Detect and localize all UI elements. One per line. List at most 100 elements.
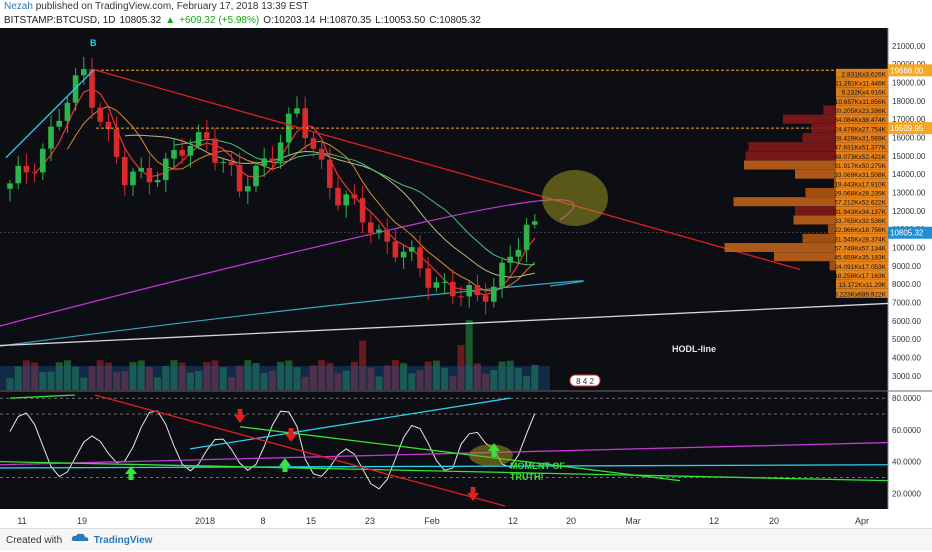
price-tick-label: 12000.00 <box>892 207 926 216</box>
symbol-line: BITSTAMP:BTCUSD, 1D 10805.32 ▲ +609.32 (+5.… <box>0 14 932 28</box>
osc-green-line-1 <box>0 460 889 482</box>
price-tick-label: 5000.00 <box>892 335 921 344</box>
candle-body <box>220 161 226 163</box>
candle-body <box>253 165 259 187</box>
candle-body <box>97 107 103 122</box>
volume-bar <box>506 360 514 390</box>
price-change: +609.32 (+5.98%) <box>179 15 260 26</box>
price-tick-label: 14000.00 <box>892 170 926 179</box>
publisher-line: Nezah published on TradingView.com, Febr… <box>0 0 932 14</box>
osc-green-line-2 <box>239 426 681 482</box>
current-price-label: 10805.32 <box>890 229 924 238</box>
volume-bar <box>236 365 244 390</box>
high-value: H:10870.35 <box>319 15 372 26</box>
volume-profile-bar <box>733 197 888 207</box>
osc-green-line-3 <box>9 394 76 399</box>
volume-profile-label-bg <box>836 243 888 252</box>
volume-profile-label-bg <box>836 279 888 289</box>
up-arrow-icon <box>488 443 500 457</box>
volume-bar <box>490 370 498 390</box>
volume-bar <box>523 375 531 390</box>
time-tick-label: 2018 <box>195 516 215 526</box>
tradingview-brand[interactable]: TradingView <box>93 534 153 546</box>
candle-body <box>245 186 251 192</box>
candle-body <box>40 148 46 173</box>
volume-bar <box>244 360 252 390</box>
time-tick-label: 20 <box>566 516 576 526</box>
candle-body <box>433 282 440 288</box>
time-tick-label: Mar <box>625 516 641 526</box>
volume-profile-label-bg <box>836 178 888 188</box>
volume-profile-label-bg <box>836 224 888 234</box>
volume-profile-label-bg <box>836 252 888 262</box>
drawing-lines[interactable] <box>0 69 889 347</box>
candle-body <box>318 148 325 160</box>
candle-body <box>327 159 333 188</box>
candle-body <box>15 165 21 184</box>
volume-bar <box>318 360 326 390</box>
volume-bar <box>96 360 104 390</box>
ma-cyan-line <box>0 280 584 347</box>
time-tick-label: Apr <box>855 516 869 526</box>
volume-profile-label: 20.205Kx23.286K <box>834 108 886 115</box>
volume-profile-label-bg <box>836 197 888 207</box>
volume-bar <box>359 340 367 390</box>
volume-bar <box>342 370 350 390</box>
candle-body <box>105 121 112 130</box>
volume-profile-label-bg <box>836 123 888 133</box>
level-tag <box>888 122 932 135</box>
volume-profile-label: 708.223Kx689.922K <box>827 291 887 298</box>
candle-body <box>72 75 79 103</box>
candle-body <box>384 229 390 242</box>
candle-body <box>507 256 513 263</box>
candle-body <box>368 222 374 233</box>
volume-profile-label: 31.545Kx28.374K <box>834 236 886 243</box>
volume-bar <box>178 362 186 390</box>
volume-bar <box>514 368 522 390</box>
up-arrow-icon: ▲ <box>165 15 176 26</box>
candle-body <box>113 129 120 157</box>
price-tick-label: 21000.00 <box>892 42 926 51</box>
last-price: 10805.32 <box>119 15 162 26</box>
volume-profile-label: 10.657Kx11.856K <box>835 99 887 106</box>
footer-created-text: Created with <box>6 534 63 546</box>
candle-body <box>261 158 267 166</box>
volume-bar <box>22 360 30 390</box>
volume-profile-label: 9.232Kx4.916K <box>842 90 887 97</box>
volume-bar <box>186 372 194 390</box>
volume-bar <box>31 362 39 390</box>
volume-profile-label: 11.261Kx11.446K <box>835 81 886 88</box>
chart-canvas[interactable]: 2.831Kx3.626K 11.261Kx11.446K 9.232Kx4.916… <box>0 28 932 528</box>
volume-bar <box>227 377 235 390</box>
price-tick-label: 13000.00 <box>892 189 926 198</box>
hodl-line-label: HODL-line <box>672 344 716 354</box>
volume-profile-label-bg <box>836 261 888 271</box>
candle-body <box>154 180 161 183</box>
author-link[interactable]: Nezah <box>4 1 33 12</box>
candle-body <box>302 108 308 139</box>
osc-tick-label: 40.0000 <box>892 458 921 467</box>
candle-body <box>450 281 456 297</box>
volume-profile-label: 19.443Kx17.910K <box>834 181 886 188</box>
volume-bar <box>383 365 391 390</box>
price-tick-label: 8000.00 <box>892 280 921 289</box>
volume-bar <box>55 362 63 390</box>
candle-body <box>376 229 382 233</box>
candle-body <box>359 198 366 223</box>
candle-body <box>310 138 317 149</box>
time-tick-label: 8 <box>260 516 265 526</box>
candle-body <box>294 108 300 114</box>
volume-bar <box>203 362 211 390</box>
volume-profile-label-bg <box>836 160 888 170</box>
candle-body <box>179 150 185 156</box>
osc-downtrend-line <box>94 394 506 507</box>
candle-body <box>204 132 210 139</box>
volume-profile-label: 57.212Kx52.622K <box>834 200 886 207</box>
candle-body <box>499 262 505 287</box>
volume-bar <box>39 371 47 390</box>
volume-profile-label-bg <box>836 188 888 197</box>
volume-bar <box>498 361 506 390</box>
event-badge <box>569 374 601 387</box>
osc-rising-cyan <box>189 397 511 450</box>
price-tick-label: 15000.00 <box>892 152 926 161</box>
